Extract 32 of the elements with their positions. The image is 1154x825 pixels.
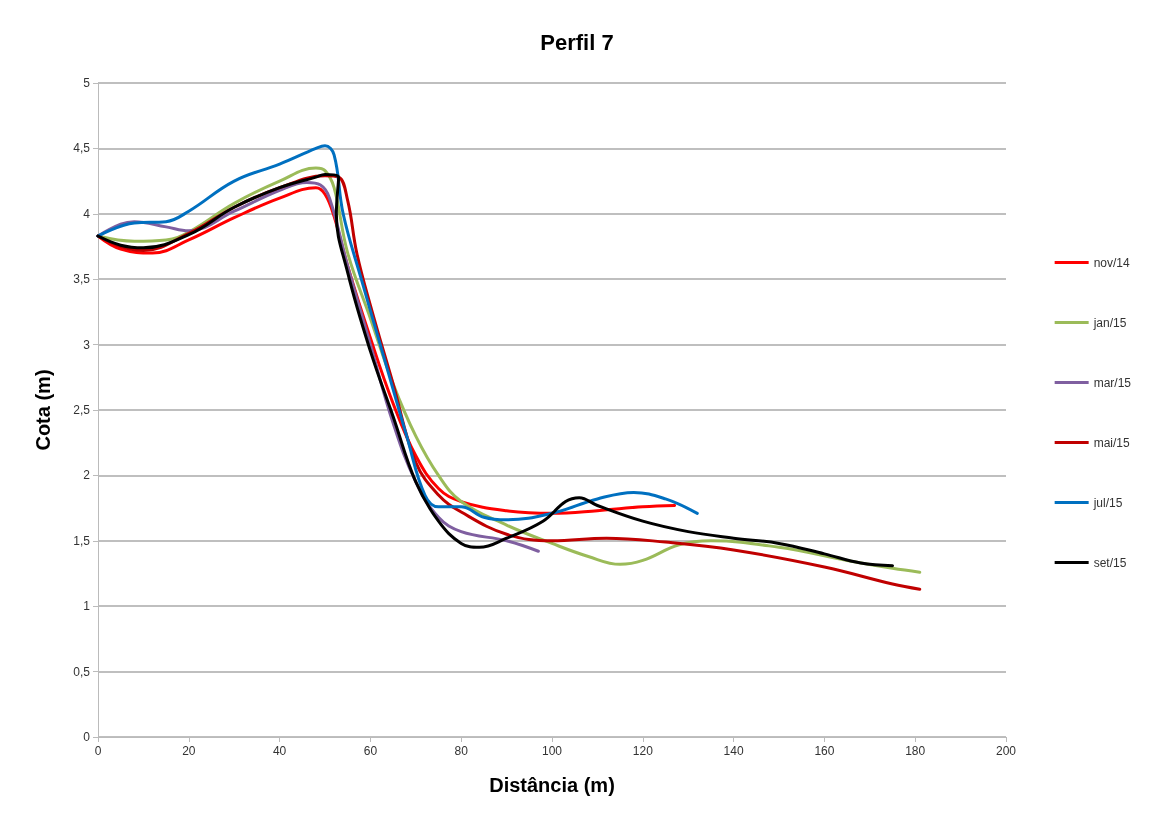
- legend-label: set/15: [1093, 555, 1127, 570]
- y-tick-label: 1,5: [73, 533, 91, 548]
- y-tick-label: 0,5: [73, 664, 91, 679]
- x-tick-label: 20: [182, 744, 196, 758]
- x-tick-label: 140: [723, 744, 744, 758]
- x-axis-title: Distância (m): [489, 774, 615, 796]
- x-tick-label: 200: [995, 744, 1017, 758]
- line-series: [96, 144, 699, 522]
- legend-label: jan/15: [1092, 315, 1127, 330]
- legend-label: jul/15: [1092, 495, 1123, 510]
- x-tick-label: 80: [454, 744, 469, 758]
- legend-label: mar/15: [1093, 375, 1132, 390]
- legend-label: mai/15: [1093, 435, 1130, 450]
- y-tick-label: 2: [83, 468, 91, 483]
- y-axis-title: Cota (m): [32, 369, 54, 451]
- x-tick-label: 40: [272, 744, 287, 758]
- y-tick-label: 0: [83, 730, 91, 744]
- y-tick-label: 5: [83, 76, 91, 90]
- x-tick-label: 160: [814, 744, 835, 758]
- x-tick-label: 100: [541, 744, 563, 758]
- y-tick-label: 1: [83, 599, 91, 614]
- y-tick-label: 3: [83, 337, 91, 352]
- x-tick-label: 60: [363, 744, 378, 758]
- y-tick-label: 2,5: [73, 403, 91, 417]
- y-tick-label: 3,5: [73, 272, 91, 287]
- legend-label: nov/14: [1093, 255, 1131, 270]
- y-tick-label: 4,5: [73, 141, 91, 156]
- x-tick-label: 180: [905, 744, 926, 758]
- chart-title: Perfil 7: [540, 29, 614, 55]
- x-tick-label: 120: [632, 744, 654, 758]
- x-tick-label: 0: [94, 744, 102, 758]
- y-tick-label: 4: [83, 206, 91, 221]
